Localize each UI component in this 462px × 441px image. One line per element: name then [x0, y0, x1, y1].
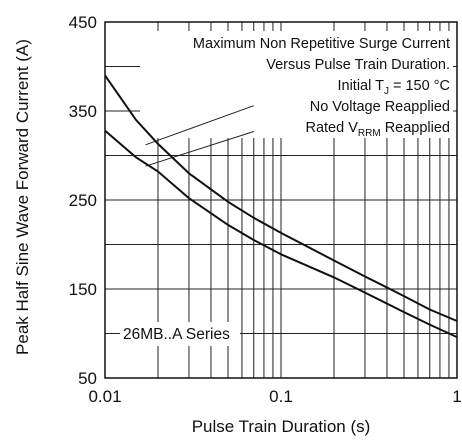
x-tick-label: 0.1: [269, 387, 293, 406]
y-tick-label: 50: [78, 369, 97, 388]
annotation-line-3: Initial TJ = 150 °C: [337, 78, 450, 97]
y-tick-label: 350: [69, 102, 97, 121]
y-tick-label: 150: [69, 280, 97, 299]
series-label: 26MB..A Series: [123, 326, 230, 343]
annotation-line-5-sub: RRM: [358, 128, 381, 139]
x-tick-label: 1: [452, 387, 461, 406]
x-tick-label: 0.01: [88, 387, 121, 406]
series-label-box: [120, 322, 240, 346]
x-axis-title: Pulse Train Duration (s): [192, 417, 371, 436]
annotation-line-5-rest: Reapplied: [381, 120, 450, 136]
annotation-line-5: Rated VRRM Reapplied: [305, 120, 450, 139]
y-axis-title: Peak Half Sine Wave Forward Current (A): [13, 39, 32, 355]
series-curve: [104, 74, 458, 322]
annotation-text: Maximum Non Repetitive Surge Current Ver…: [193, 36, 450, 139]
annotation-line-2: Versus Pulse Train Duration.: [266, 57, 450, 73]
y-tick-label: 450: [69, 13, 97, 32]
series-curve: [104, 129, 458, 339]
leader-line: [145, 130, 254, 167]
annotation-line-3-sub: J: [384, 86, 389, 97]
annotation-leaders: [145, 105, 254, 167]
annotation-line-3-rest: = 150 °C: [389, 78, 450, 94]
annotation-line-3-main: Initial T: [337, 78, 384, 94]
series-lines: [104, 74, 458, 339]
y-tick-label: 250: [69, 191, 97, 210]
plot-frame: [104, 21, 458, 379]
annotation-line-5-main: Rated V: [305, 120, 358, 136]
leader-line: [145, 105, 254, 146]
annotation-line-4: No Voltage Reapplied: [310, 99, 450, 115]
annotation-box: [140, 31, 453, 138]
annotation-line-1: Maximum Non Repetitive Surge Current: [193, 36, 450, 52]
